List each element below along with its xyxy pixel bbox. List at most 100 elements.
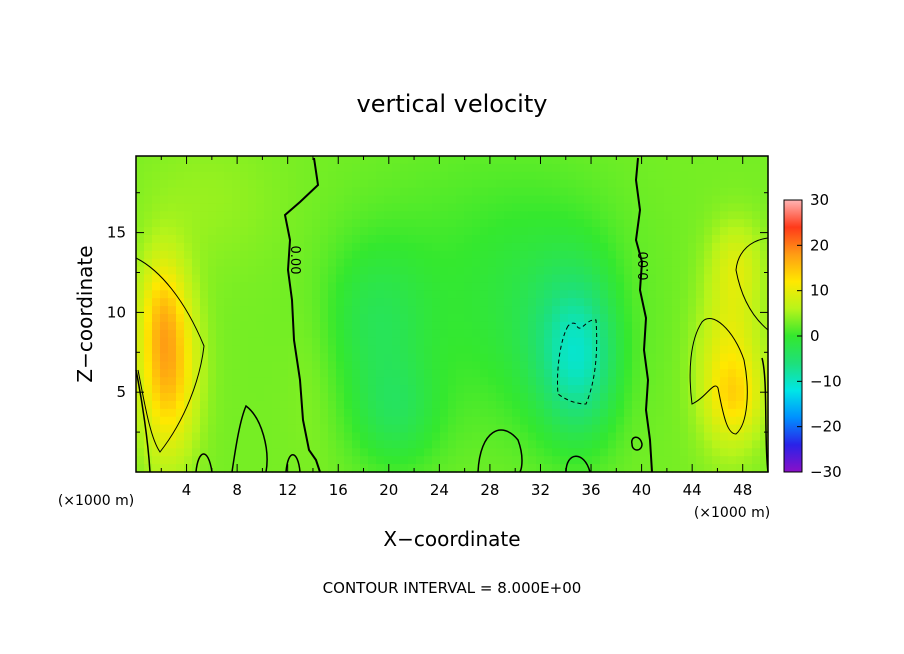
field-cell — [664, 298, 673, 307]
field-cell — [288, 258, 297, 268]
field-cell — [448, 274, 457, 283]
field-cell — [488, 377, 497, 386]
field-cell — [456, 385, 465, 394]
field-cell — [416, 424, 425, 434]
field-cell — [752, 195, 761, 204]
field-cell — [280, 337, 289, 347]
field-cell — [344, 408, 353, 418]
field-cell — [544, 385, 553, 394]
field-cell — [472, 187, 481, 197]
field-cell — [520, 408, 529, 418]
field-cell — [560, 242, 569, 252]
field-cell — [400, 416, 409, 426]
field-cell — [760, 227, 769, 236]
field-cell — [320, 250, 329, 260]
field-cell — [616, 361, 625, 370]
field-cell — [672, 321, 681, 331]
field-cell — [408, 250, 417, 260]
field-cell — [728, 242, 737, 252]
field-cell — [480, 203, 489, 212]
field-cell — [208, 211, 217, 220]
field-cell — [184, 385, 193, 394]
field-cell — [616, 195, 625, 204]
colorbar-tick-label: −20 — [810, 418, 842, 436]
field-cell — [448, 329, 457, 339]
field-cell — [584, 369, 593, 378]
field-cell — [648, 408, 657, 418]
field-cell — [280, 424, 289, 434]
field-cell — [360, 227, 369, 236]
field-cell — [648, 156, 657, 165]
field-cell — [448, 424, 457, 434]
field-cell — [544, 377, 553, 386]
field-cell — [280, 369, 289, 378]
field-cell — [168, 321, 177, 331]
field-cell — [704, 211, 713, 220]
field-cell — [568, 361, 577, 370]
field-cell — [560, 432, 569, 441]
field-cell — [248, 456, 257, 465]
field-cell — [672, 440, 681, 449]
field-cell — [472, 266, 481, 276]
field-cell — [328, 329, 337, 339]
field-cell — [144, 361, 153, 370]
field-cell — [608, 203, 617, 212]
field-cell — [400, 440, 409, 449]
field-cell — [464, 298, 473, 307]
field-cell — [360, 361, 369, 370]
field-cell — [616, 464, 625, 473]
field-cell — [256, 456, 265, 465]
field-cell — [224, 424, 233, 434]
field-cell — [240, 400, 249, 410]
field-cell — [272, 242, 281, 252]
field-cell — [664, 211, 673, 220]
field-cell — [152, 235, 161, 244]
field-cell — [736, 211, 745, 220]
field-cell — [248, 211, 257, 220]
field-cell — [360, 187, 369, 197]
field-cell — [304, 282, 313, 291]
field-cell — [280, 203, 289, 212]
field-cell — [288, 337, 297, 347]
field-cell — [360, 163, 369, 173]
field-cell — [472, 203, 481, 212]
field-cell — [432, 171, 441, 181]
field-cell — [440, 250, 449, 260]
field-cell — [160, 266, 169, 276]
field-cell — [360, 203, 369, 212]
field-cell — [272, 329, 281, 339]
field-cell — [680, 400, 689, 410]
field-cell — [160, 353, 169, 362]
field-cell — [608, 361, 617, 370]
field-cell — [696, 416, 705, 426]
field-cell — [520, 314, 529, 323]
field-cell — [304, 227, 313, 236]
field-cell — [688, 353, 697, 362]
field-cell — [376, 242, 385, 252]
field-cell — [424, 306, 433, 315]
field-cell — [560, 298, 569, 307]
field-cell — [344, 448, 353, 457]
field-cell — [600, 369, 609, 378]
field-cell — [704, 337, 713, 347]
field-cell — [168, 345, 177, 355]
field-cell — [224, 266, 233, 276]
field-cell — [224, 432, 233, 441]
field-cell — [600, 282, 609, 291]
field-cell — [648, 282, 657, 291]
field-cell — [376, 250, 385, 260]
field-cell — [392, 219, 401, 228]
field-cell — [472, 219, 481, 228]
field-cell — [600, 393, 609, 402]
field-cell — [248, 306, 257, 315]
field-cell — [456, 211, 465, 220]
field-cell — [328, 282, 337, 291]
field-cell — [400, 227, 409, 236]
field-cell — [720, 385, 729, 394]
field-cell — [672, 377, 681, 386]
field-cell — [448, 195, 457, 204]
field-cell — [328, 361, 337, 370]
field-cell — [504, 258, 513, 268]
field-cell — [272, 353, 281, 362]
field-cell — [728, 416, 737, 426]
